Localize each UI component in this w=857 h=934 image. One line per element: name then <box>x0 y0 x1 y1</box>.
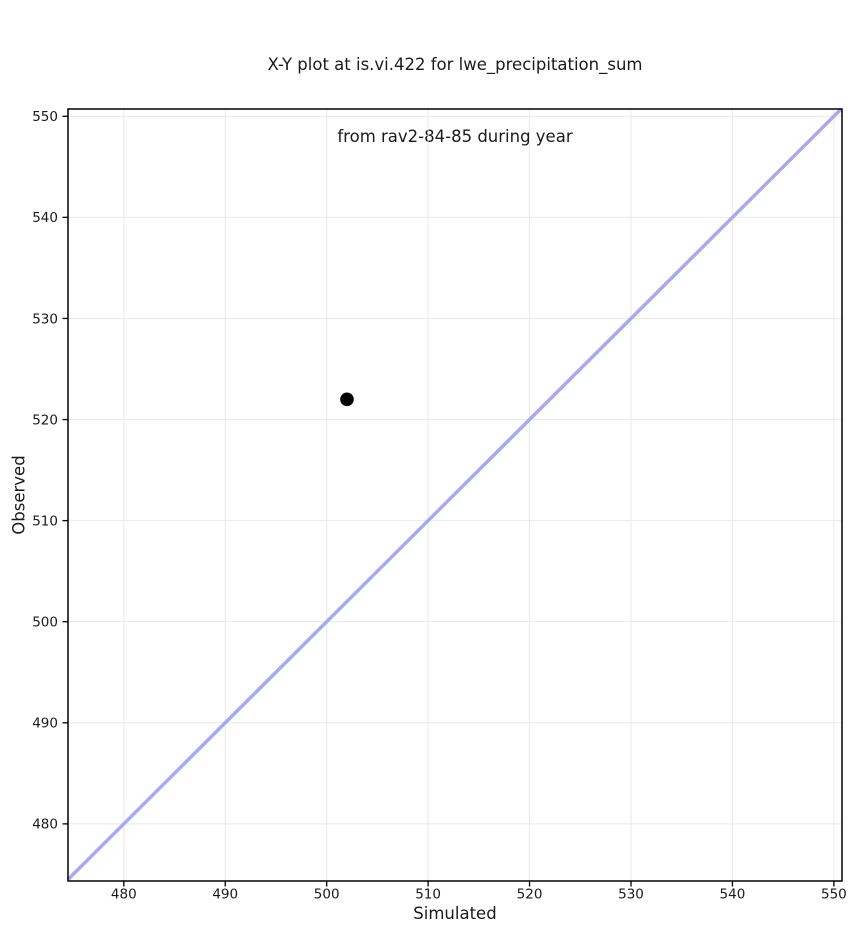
chart-title-line-1: X-Y plot at is.vi.422 for lwe_precipitat… <box>267 55 643 74</box>
x-tick-label: 520 <box>517 887 543 903</box>
y-tick-label: 520 <box>32 412 58 428</box>
chart-title-line-2: from rav2-84-85 during year <box>337 127 573 146</box>
data-point <box>340 392 354 407</box>
y-tick-label: 510 <box>32 513 58 529</box>
identity-line <box>66 107 843 881</box>
x-tick-label: 500 <box>314 887 340 903</box>
y-tick-label: 490 <box>32 716 58 732</box>
y-tick-label: 500 <box>32 615 58 631</box>
y-tick-label: 540 <box>32 210 58 226</box>
x-tick-label: 480 <box>111 887 137 903</box>
chart-title: X-Y plot at is.vi.422 for lwe_precipitat… <box>68 5 842 197</box>
y-tick-label: 480 <box>32 817 58 833</box>
y-tick-label: 530 <box>32 311 58 327</box>
plot-border <box>67 108 843 882</box>
x-axis-label: Simulated <box>413 904 497 923</box>
x-tick-label: 540 <box>720 887 746 903</box>
x-tick-label: 510 <box>415 887 441 903</box>
y-tick-label: 550 <box>32 109 58 125</box>
x-tick-label: 530 <box>618 887 644 903</box>
x-tick-label: 490 <box>212 887 238 903</box>
y-axis-label: Observed <box>9 455 29 535</box>
x-tick-label: 550 <box>821 887 847 903</box>
